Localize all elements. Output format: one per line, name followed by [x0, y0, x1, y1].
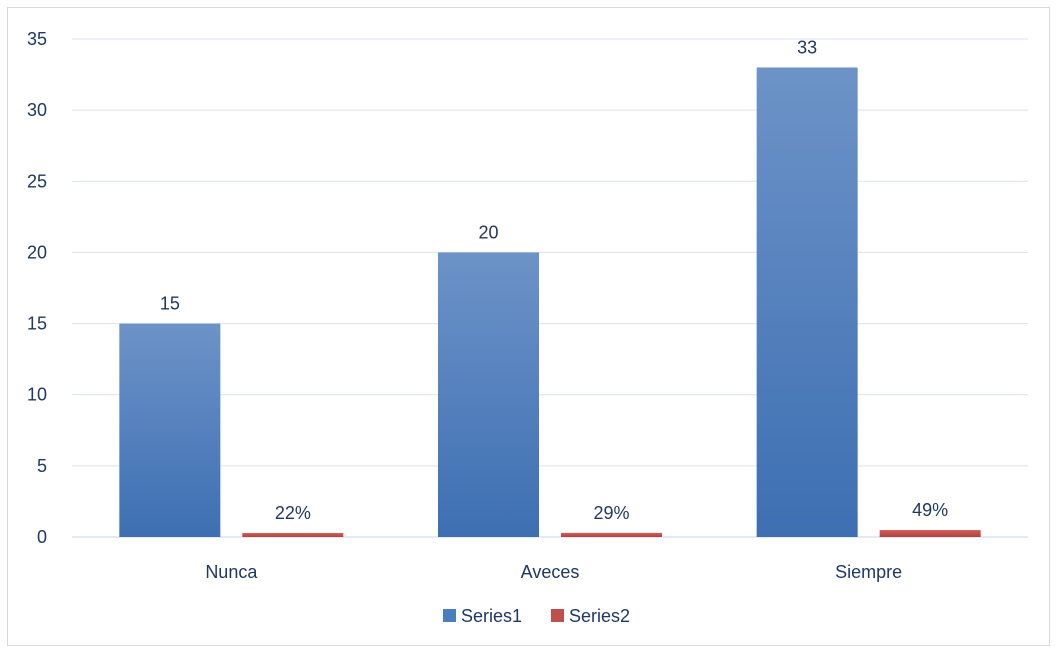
bars: 15 22% 20 29% 33 49%	[119, 37, 981, 537]
gridlines	[72, 38, 1028, 538]
x-axis: Nunca Aveces Siempre	[205, 562, 902, 582]
y-tick-label: 15	[27, 314, 47, 334]
y-tick-label: 5	[37, 456, 47, 476]
data-label: 49%	[912, 500, 948, 520]
data-label: 20	[478, 222, 498, 242]
data-label: 15	[160, 294, 180, 314]
bar-series1-aveces	[438, 252, 539, 537]
y-tick-label: 10	[27, 385, 47, 405]
y-tick-label: 0	[37, 527, 47, 547]
legend-label: Series2	[569, 606, 630, 626]
data-label: 33	[797, 37, 817, 57]
legend-swatch-series1	[443, 609, 456, 622]
data-label: 22%	[275, 503, 311, 523]
legend-label: Series1	[461, 606, 522, 626]
legend: Series1 Series2	[443, 606, 630, 626]
bar-series2-siempre	[879, 530, 981, 537]
data-label: 29%	[593, 503, 629, 523]
bar-series1-siempre	[756, 67, 858, 537]
x-tick-label: Aveces	[521, 562, 580, 582]
bar-series1-nunca	[119, 323, 221, 537]
x-tick-label: Nunca	[205, 562, 258, 582]
y-axis: 0 5 10 15 20 25 30 35	[27, 29, 47, 547]
bar-series2-aveces	[561, 532, 662, 537]
legend-swatch-series2	[551, 609, 564, 622]
y-tick-label: 25	[27, 171, 47, 191]
y-tick-label: 30	[27, 100, 47, 120]
y-tick-label: 20	[27, 242, 47, 262]
bar-series2-nunca	[242, 533, 344, 537]
y-tick-label: 35	[27, 29, 47, 49]
x-tick-label: Siempre	[835, 562, 902, 582]
